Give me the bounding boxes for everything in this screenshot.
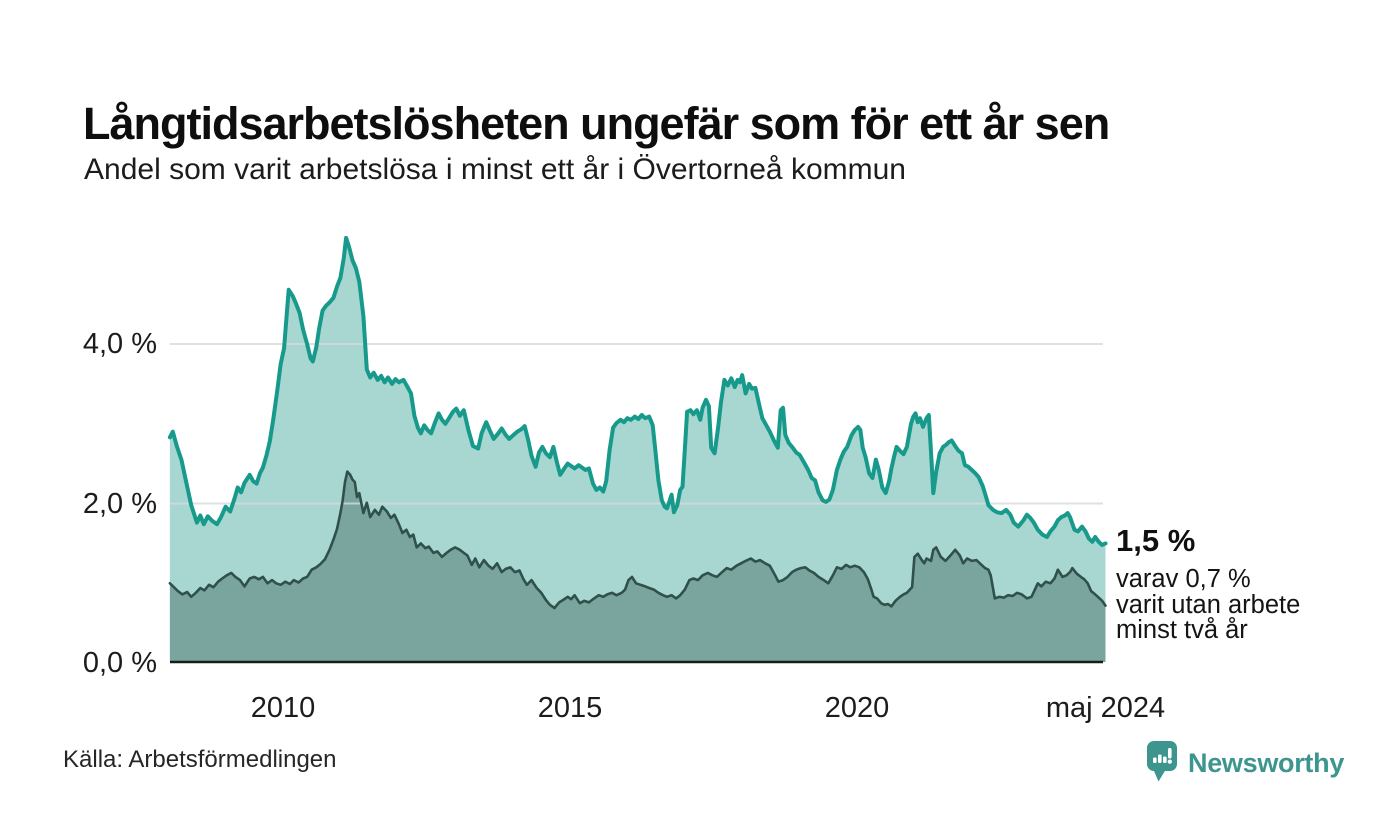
source-credit: Källa: Arbetsförmedlingen [63,746,337,773]
y-axis-label: 0,0 % [82,647,157,679]
x-axis-label: 2020 [824,692,890,724]
minst-tva-ar-area [169,471,1106,662]
newsworthy-logo-icon [1147,741,1177,782]
unemployment-area-chart [167,235,1108,664]
x-axis-label: 2010 [250,692,316,724]
minst-tva-ar-line [168,470,1107,610]
newsworthy-brand: Newsworthy [1146,740,1344,784]
end-value-detail: varav 0,7 % varit utan arbete minst två … [1116,565,1301,644]
page-title: Långtidsarbetslösheten ungefär som för e… [83,98,1110,150]
minst-ett-ar-line [167,235,1108,547]
end-value-detail-line: varav 0,7 % [1116,565,1251,593]
x-axis-label: 2015 [537,692,603,724]
end-value-detail-line: varit utan arbete [1116,590,1301,619]
newsworthy-logo-text: Newsworthy [1188,748,1345,778]
y-axis-label: 4,0 % [82,328,157,360]
x-axis-label: maj 2024 [1045,692,1166,724]
end-value-label: 1,5 % [1116,523,1196,558]
page-subtitle: Andel som varit arbetslösa i minst ett å… [84,153,906,186]
end-value-detail-line: minst två år [1116,616,1248,644]
y-axis-label: 2,0 % [82,487,157,520]
